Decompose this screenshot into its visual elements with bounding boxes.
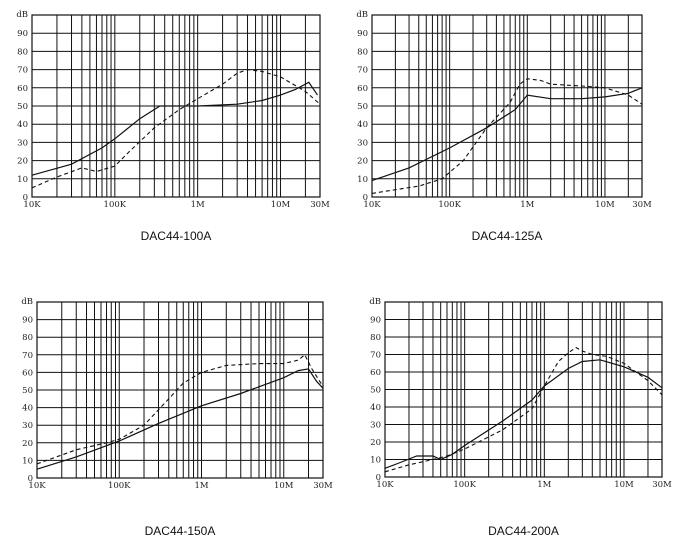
chart-panel-dac44-150a: 0 10 20 30 40 50 60 70 80 90 dB 10K 100K 1M 10M 30M DAC4…: [0, 277, 340, 553]
y-tick-label: 90: [357, 29, 368, 39]
chart-caption: DAC44-100A: [141, 229, 212, 243]
x-tick-label: 100K: [104, 200, 127, 210]
y-tick-label: 10: [370, 456, 381, 466]
y-tick-label: 70: [17, 66, 28, 76]
y-tick-label: 50: [22, 386, 33, 396]
y-tick-label: 10: [357, 175, 368, 185]
y-tick-label: 60: [357, 84, 368, 94]
chart-panel-dac44-100a: 0 10 20 30 40 50 60 70 80 90 dB 10K 100K 1M 10M 30M DAC4…: [0, 0, 340, 276]
x-tick-label: 30M: [310, 200, 330, 210]
y-tick-label: 0: [363, 193, 368, 203]
x-tick-label: 1M: [537, 480, 551, 490]
x-tick-label: 10M: [595, 200, 615, 210]
y-axis-label: dB: [21, 297, 33, 307]
x-tick-label: 30M: [652, 480, 672, 490]
x-tick-label: 10M: [274, 481, 294, 491]
y-tick-label: 30: [17, 138, 28, 148]
y-tick-label: 70: [22, 351, 33, 361]
x-tick-label: 100K: [438, 200, 461, 210]
y-tick-label: 60: [22, 368, 33, 378]
y-tick-label: 60: [17, 84, 28, 94]
series-line-dashed: [371, 78, 643, 194]
y-axis-label: dB: [16, 10, 28, 20]
x-tick-label: 10K: [28, 481, 46, 491]
x-tick-label: 30M: [632, 200, 652, 210]
y-tick-label: 40: [22, 404, 33, 414]
grid: [37, 302, 323, 478]
grid: [372, 15, 642, 197]
series-line-solid: [371, 87, 643, 182]
chart-caption: DAC44-150A: [145, 524, 216, 538]
x-tick-label: 10M: [614, 480, 634, 490]
x-tick-label: 1M: [520, 200, 534, 210]
chart-caption: DAC44-200A: [488, 524, 559, 538]
y-tick-label: 0: [28, 474, 33, 484]
y-tick-label: 30: [370, 421, 381, 431]
y-tick-label: 90: [22, 316, 33, 326]
x-tick-label: 10K: [23, 200, 41, 210]
series-line-solid: [36, 368, 324, 470]
y-tick-label: 80: [357, 47, 368, 57]
x-tick-label: 10M: [271, 200, 291, 210]
x-tick-label: 10K: [363, 200, 381, 210]
y-tick-label: 80: [370, 333, 381, 343]
y-tick-label: 90: [370, 316, 381, 326]
plot-frame: [384, 301, 663, 478]
chart-panel-dac44-125a: 0 10 20 30 40 50 60 70 80 90 dB 10K 100K 1M 10M 30M DAC4…: [340, 0, 680, 276]
y-axis-label: dB: [369, 297, 381, 307]
y-tick-label: 50: [370, 386, 381, 396]
chart-svg: 0 10 20 30 40 50 60 70 80 90 dB 10K 100K 1M 10M 30M DAC4…: [369, 297, 672, 538]
y-tick-label: 10: [17, 175, 28, 185]
y-tick-label: 0: [376, 473, 381, 483]
y-tick-label: 30: [22, 421, 33, 431]
y-tick-label: 40: [17, 120, 28, 130]
y-tick-label: 70: [357, 66, 368, 76]
series-line-solid: [384, 359, 663, 469]
series-line-solid: [31, 81, 318, 176]
x-tick-label: 10K: [376, 480, 394, 490]
y-tick-label: 10: [22, 456, 33, 466]
chart-svg: 0 10 20 30 40 50 60 70 80 90 dB 10K 100K 1M 10M 30M DAC4…: [356, 10, 652, 243]
y-tick-label: 20: [357, 157, 368, 167]
y-tick-label: 20: [17, 157, 28, 167]
y-tick-label: 60: [370, 368, 381, 378]
chart-svg: 0 10 20 30 40 50 60 70 80 90 dB 10K 100K 1M 10M 30M DAC4…: [21, 297, 333, 538]
x-tick-label: 1M: [194, 481, 208, 491]
y-tick-label: 40: [370, 403, 381, 413]
y-tick-label: 40: [357, 120, 368, 130]
y-tick-label: 20: [370, 438, 381, 448]
series-line-dashed: [384, 346, 663, 473]
y-tick-label: 80: [22, 333, 33, 343]
plot-frame: [36, 301, 324, 479]
series-line-dashed: [31, 69, 321, 189]
x-tick-label: 100K: [453, 480, 476, 490]
x-tick-label: 100K: [108, 481, 131, 491]
y-tick-label: 50: [17, 102, 28, 112]
y-tick-label: 70: [370, 351, 381, 361]
x-tick-label: 1M: [191, 200, 205, 210]
y-tick-label: 50: [357, 102, 368, 112]
grid: [385, 302, 662, 477]
plot-frame: [31, 14, 321, 198]
y-tick-label: 20: [22, 439, 33, 449]
y-tick-label: 80: [17, 47, 28, 57]
y-tick-label: 90: [17, 29, 28, 39]
chart-svg: 0 10 20 30 40 50 60 70 80 90 dB 10K 100K 1M 10M 30M DAC4…: [16, 10, 330, 243]
y-axis-label: dB: [356, 10, 368, 20]
y-tick-label: 30: [357, 138, 368, 148]
y-tick-label: 0: [23, 193, 28, 203]
x-tick-label: 30M: [313, 481, 333, 491]
plot-frame: [371, 14, 643, 198]
chart-panel-dac44-200a: 0 10 20 30 40 50 60 70 80 90 dB 10K 100K 1M 10M 30M DAC4…: [340, 277, 680, 553]
chart-caption: DAC44-125A: [472, 229, 543, 243]
series-line-dashed: [36, 353, 324, 465]
